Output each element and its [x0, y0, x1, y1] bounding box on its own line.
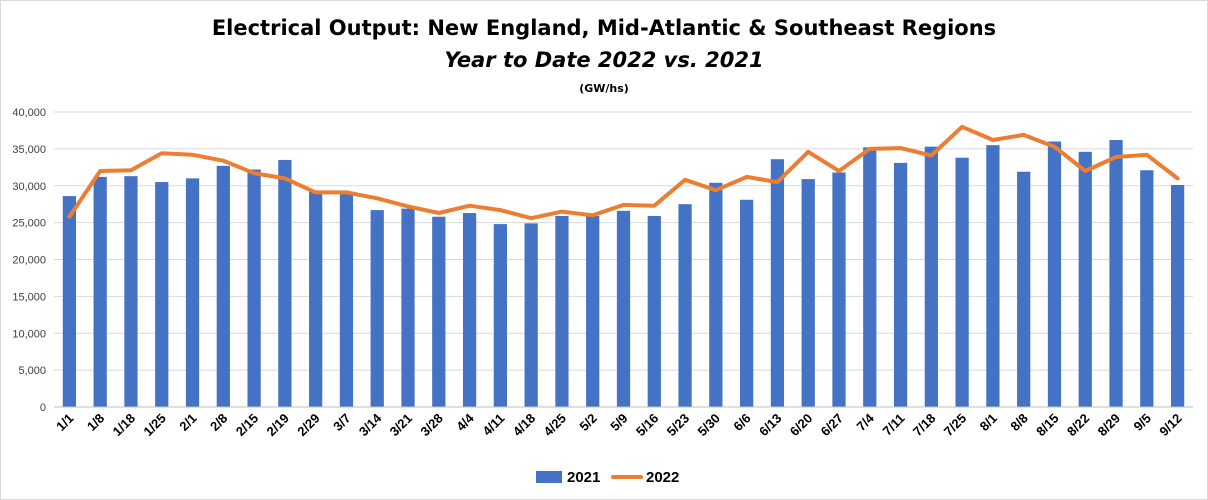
x-tick-label: 5/9: [607, 411, 630, 434]
x-tick-label: 1/1: [53, 411, 76, 434]
bar-2021: [616, 210, 631, 407]
y-tick-label: 20,000: [12, 255, 46, 267]
x-tick-label: 6/20: [787, 411, 816, 440]
chart-subtitle: Year to Date 2022 vs. 2021: [444, 48, 763, 72]
x-tick-label: 6/27: [818, 411, 847, 440]
bar-2021: [801, 179, 815, 407]
x-tick-label: 5/23: [664, 411, 693, 440]
x-tick-label: 8/29: [1095, 411, 1124, 440]
bar-2021: [1047, 141, 1062, 407]
x-tick-label: 7/25: [941, 411, 970, 440]
bar-2021: [555, 215, 569, 407]
x-tick-label: 3/21: [387, 411, 416, 440]
y-tick-label: 10,000: [12, 328, 46, 340]
bar-2021: [124, 176, 138, 407]
bar-2021: [770, 159, 785, 407]
bar-2021: [370, 210, 384, 407]
bar-2021: [586, 215, 600, 407]
bar-2021: [155, 182, 169, 407]
x-tick-label: 5/30: [694, 411, 723, 440]
x-tick-label: 3/28: [417, 411, 446, 440]
y-tick-label: 5,000: [18, 365, 46, 377]
y-tick-label: 25,000: [12, 218, 46, 230]
legend-swatch-2021: [536, 471, 562, 483]
x-tick-label: 1/25: [140, 411, 169, 440]
x-tick-label: 4/18: [510, 411, 539, 440]
bars-2021: [62, 140, 1185, 407]
bar-2021: [893, 162, 908, 407]
bar-2021: [93, 176, 107, 407]
x-tick-label: 6/13: [756, 411, 785, 440]
x-tick-label: 5/2: [576, 411, 599, 434]
bar-2021: [309, 191, 323, 407]
bar-2021: [740, 199, 754, 407]
bar-2021: [924, 146, 938, 407]
bar-2021: [247, 169, 261, 407]
bar-2021: [1017, 171, 1031, 407]
bar-2021: [647, 215, 661, 407]
x-tick-label: 1/18: [110, 411, 139, 440]
bar-2021: [709, 182, 723, 407]
y-axis-ticks: 0 5,000 10,000 15,000 20,000 25,000 30,000 35,0…: [12, 107, 46, 414]
x-tick-label: 5/16: [633, 411, 662, 440]
x-tick-label: 7/18: [910, 411, 939, 440]
bar-2021: [863, 147, 877, 407]
legend-label-2022: 2022: [646, 469, 679, 486]
x-tick-label: 2/8: [207, 411, 230, 434]
bar-2021: [986, 145, 1000, 407]
chart-unit-label: (GW/hs): [579, 82, 629, 95]
x-tick-label: 2/29: [294, 411, 323, 440]
x-tick-label: 1/8: [84, 411, 107, 434]
y-tick-label: 40,000: [12, 107, 46, 119]
y-tick-label: 35,000: [12, 144, 46, 156]
bar-2021: [401, 208, 415, 407]
bar-2021: [1078, 151, 1092, 407]
x-tick-label: 2/19: [263, 411, 292, 440]
bar-2021: [955, 157, 969, 407]
bar-2021: [216, 165, 230, 407]
bar-2021: [1140, 170, 1154, 407]
legend: 2021 2022: [536, 469, 679, 486]
x-tick-label: 4/4: [453, 410, 477, 434]
x-tick-label: 7/4: [854, 410, 878, 434]
bar-2021: [278, 159, 292, 407]
legend-label-2021: 2021: [567, 469, 600, 486]
bar-2021: [462, 213, 477, 407]
bar-2021: [339, 193, 354, 407]
line-2022: [67, 124, 1180, 221]
x-tick-label: 9/12: [1156, 411, 1185, 440]
x-tick-label: 8/8: [1007, 411, 1030, 434]
bar-2021: [62, 196, 77, 407]
x-tick-label: 4/25: [541, 411, 570, 440]
bar-2021: [524, 223, 538, 407]
x-tick-label: 2/15: [233, 411, 262, 440]
x-tick-label: 6/6: [730, 411, 753, 434]
x-tick-label: 8/22: [1064, 411, 1093, 440]
y-tick-label: 15,000: [12, 291, 46, 303]
x-tick-label: 8/1: [977, 411, 1000, 434]
bar-2021: [432, 216, 446, 407]
y-tick-label: 0: [40, 402, 46, 414]
x-axis-ticks: 1/1 1/8 1/18 1/25 2/1 2/8 2/15 2/19 2/29 3/7 3/14 3…: [53, 410, 1185, 439]
x-tick-label: 3/14: [356, 410, 385, 439]
x-tick-label: 2/1: [176, 411, 199, 434]
series-line-2022: [67, 124, 1180, 221]
x-tick-label: 7/11: [880, 411, 908, 439]
bar-2021: [1170, 185, 1185, 407]
x-tick-label: 8/15: [1033, 411, 1062, 440]
bar-2021: [493, 224, 507, 407]
x-tick-label: 9/5: [1131, 411, 1154, 434]
y-tick-label: 30,000: [12, 181, 46, 193]
x-tick-label: 3/7: [330, 411, 353, 434]
chart-title: Electrical Output: New England, Mid-Atla…: [212, 16, 996, 40]
bar-2021: [1109, 140, 1123, 407]
bar-2021: [678, 204, 692, 407]
bar-2021: [832, 172, 846, 407]
x-tick-label: 4/11: [479, 411, 507, 439]
bar-2021: [185, 178, 200, 407]
